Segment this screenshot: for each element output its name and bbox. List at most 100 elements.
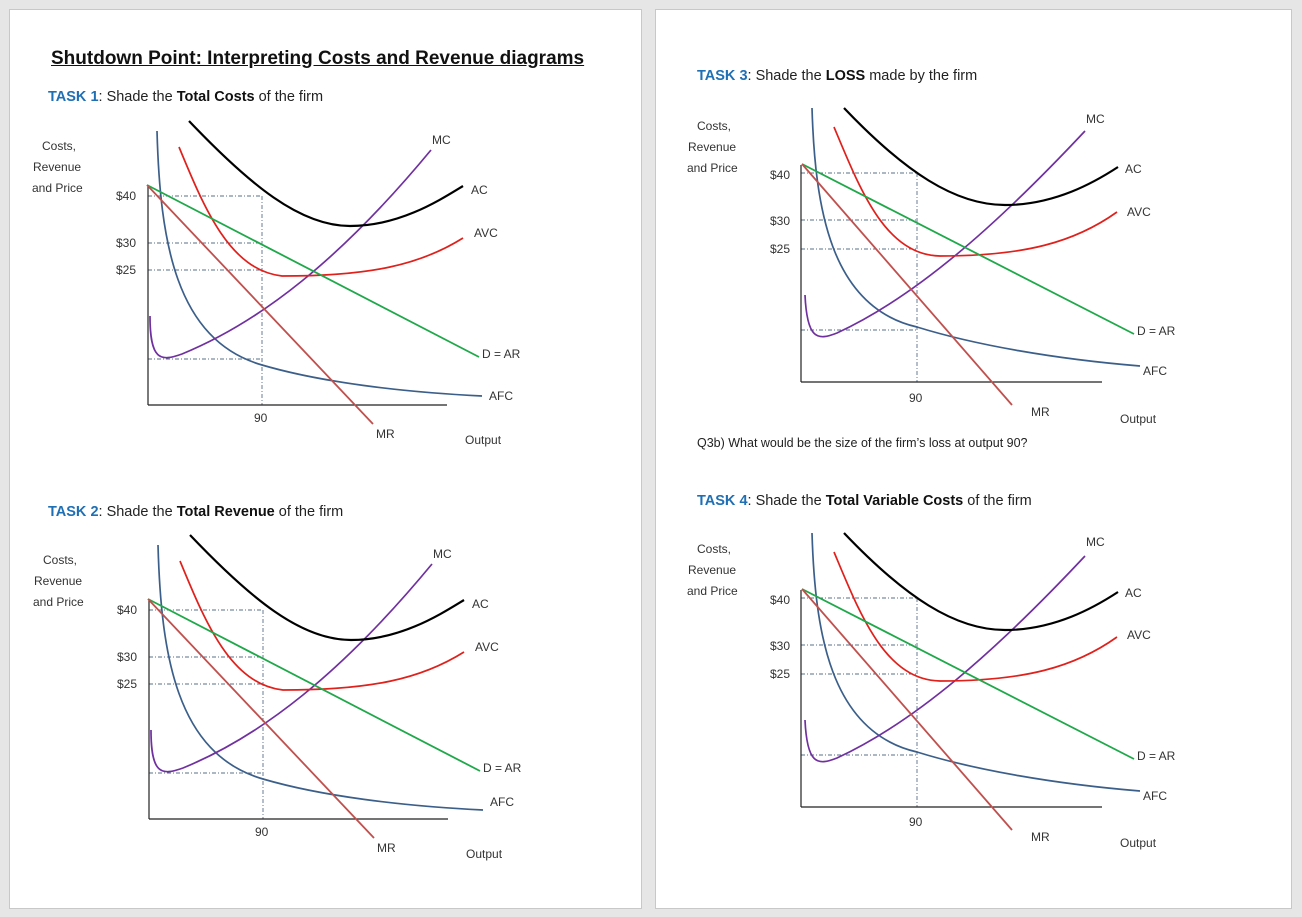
axes bbox=[800, 165, 1102, 383]
axes bbox=[148, 599, 448, 820]
svg-text:and Price: and Price bbox=[687, 584, 738, 598]
x-axis-title: Output bbox=[466, 847, 503, 861]
avc-curve bbox=[833, 551, 1118, 682]
svg-text:and Price: and Price bbox=[33, 595, 84, 609]
price-tick-25: $25 bbox=[770, 667, 790, 681]
ar-label: D = AR bbox=[1137, 324, 1176, 338]
ac-label: AC bbox=[472, 597, 489, 611]
guide-lines bbox=[801, 172, 918, 382]
svg-text:Costs,: Costs, bbox=[42, 139, 76, 153]
afc-label: AFC bbox=[490, 795, 514, 809]
output-tick-90: 90 bbox=[255, 825, 269, 839]
price-tick-30: $30 bbox=[770, 214, 790, 228]
mr-curve bbox=[146, 184, 374, 425]
price-tick-40: $40 bbox=[770, 593, 790, 607]
ar-curve bbox=[801, 163, 1135, 335]
mr-label: MR bbox=[1031, 830, 1050, 844]
price-tick-30: $30 bbox=[116, 236, 136, 250]
ar-curve bbox=[147, 598, 481, 772]
mr-curve bbox=[147, 598, 375, 839]
ac-curve bbox=[189, 534, 465, 642]
worksheet-page-right bbox=[655, 9, 1292, 909]
afc-curve bbox=[157, 544, 484, 811]
svg-text:Costs,: Costs, bbox=[697, 119, 731, 133]
ac-label: AC bbox=[1125, 162, 1142, 176]
avc-label: AVC bbox=[1127, 628, 1151, 642]
output-tick-90: 90 bbox=[909, 815, 923, 829]
avc-curve bbox=[833, 126, 1118, 257]
ac-label: AC bbox=[471, 183, 488, 197]
price-tick-30: $30 bbox=[770, 639, 790, 653]
y-axis-title: Costs, Revenue and Price bbox=[687, 542, 738, 598]
output-tick-90: 90 bbox=[909, 391, 923, 405]
task-2-heading: TASK 2: Shade the Total Revenue of the f… bbox=[48, 504, 344, 520]
mc-label: MC bbox=[1086, 112, 1105, 126]
x-axis-title: Output bbox=[1120, 836, 1157, 850]
mc-label: MC bbox=[432, 133, 451, 147]
mc-curve bbox=[150, 563, 433, 773]
price-tick-30: $30 bbox=[117, 650, 137, 664]
svg-text:Revenue: Revenue bbox=[34, 574, 82, 588]
mr-curve bbox=[801, 163, 1013, 406]
mc-label: MC bbox=[433, 547, 452, 561]
ac-curve bbox=[843, 107, 1119, 207]
svg-text:and Price: and Price bbox=[32, 181, 83, 195]
afc-label: AFC bbox=[1143, 789, 1167, 803]
x-axis-title: Output bbox=[465, 433, 502, 447]
avc-label: AVC bbox=[474, 226, 498, 240]
afc-label: AFC bbox=[489, 389, 513, 403]
mr-label: MR bbox=[1031, 405, 1050, 419]
avc-curve bbox=[179, 560, 465, 691]
afc-curve bbox=[156, 130, 483, 397]
ac-curve bbox=[843, 532, 1119, 632]
mc-curve bbox=[804, 555, 1086, 763]
worksheet-page-left bbox=[9, 9, 642, 909]
mc-label: MC bbox=[1086, 535, 1105, 549]
price-tick-40: $40 bbox=[117, 603, 137, 617]
ar-label: D = AR bbox=[483, 761, 522, 775]
svg-text:Costs,: Costs, bbox=[43, 553, 77, 567]
avc-curve bbox=[178, 146, 464, 277]
mc-curve bbox=[804, 130, 1086, 338]
task-1-heading: TASK 1: Shade the Total Costs of the fir… bbox=[48, 89, 324, 105]
afc-curve bbox=[811, 107, 1141, 367]
avc-label: AVC bbox=[1127, 205, 1151, 219]
axes bbox=[147, 185, 447, 406]
ac-curve bbox=[188, 120, 464, 228]
price-tick-40: $40 bbox=[116, 189, 136, 203]
mr-label: MR bbox=[377, 841, 396, 855]
avc-label: AVC bbox=[475, 640, 499, 654]
y-axis-title: Costs, Revenue and Price bbox=[687, 119, 738, 175]
svg-text:Revenue: Revenue bbox=[688, 563, 736, 577]
ar-curve bbox=[146, 184, 480, 358]
task-3-heading: TASK 3: Shade the LOSS made by the firm bbox=[697, 68, 978, 84]
guide-lines bbox=[801, 597, 918, 807]
svg-text:Revenue: Revenue bbox=[688, 140, 736, 154]
afc-label: AFC bbox=[1143, 364, 1167, 378]
svg-text:Revenue: Revenue bbox=[33, 160, 81, 174]
price-tick-40: $40 bbox=[770, 168, 790, 182]
page-title: Shutdown Point: Interpreting Costs and R… bbox=[51, 48, 585, 69]
price-tick-25: $25 bbox=[770, 242, 790, 256]
x-axis-title: Output bbox=[1120, 412, 1157, 426]
output-tick-90: 90 bbox=[254, 411, 268, 425]
price-tick-25: $25 bbox=[116, 263, 136, 277]
y-axis-title: Costs, Revenue and Price bbox=[33, 553, 84, 609]
mc-curve bbox=[149, 149, 432, 359]
afc-curve bbox=[811, 532, 1141, 792]
y-axis-title: Costs, Revenue and Price bbox=[32, 139, 83, 195]
ar-curve bbox=[801, 588, 1135, 760]
svg-text:Costs,: Costs, bbox=[697, 542, 731, 556]
price-tick-25: $25 bbox=[117, 677, 137, 691]
axes bbox=[800, 590, 1102, 808]
mr-label: MR bbox=[376, 427, 395, 441]
task-4-heading: TASK 4: Shade the Total Variable Costs o… bbox=[697, 493, 1032, 509]
question-q3b: Q3b) What would be the size of the firm’… bbox=[697, 436, 1028, 450]
mr-curve bbox=[801, 588, 1013, 831]
ac-label: AC bbox=[1125, 586, 1142, 600]
ar-label: D = AR bbox=[1137, 749, 1176, 763]
